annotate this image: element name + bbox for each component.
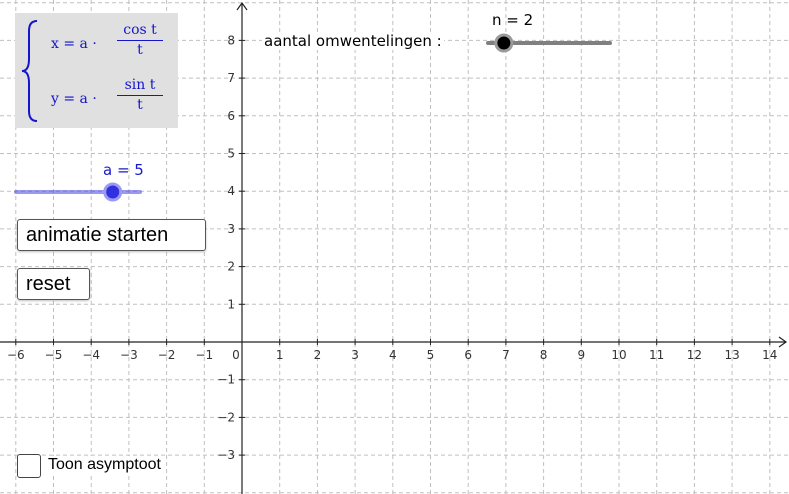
x-axis-arrow-icon <box>778 336 788 348</box>
y-fraction: sin t t <box>117 77 163 114</box>
x-tick-label: 11 <box>649 348 664 362</box>
x-tick-label: 2 <box>314 348 322 362</box>
slider-n[interactable] <box>482 31 618 55</box>
x-tick-label: −1 <box>195 348 213 362</box>
x-tick-label: 9 <box>577 348 585 362</box>
x-tick-label: 12 <box>687 348 702 362</box>
y-tick-label: 5 <box>227 147 235 161</box>
x-tick-label: −6 <box>7 348 25 362</box>
y-tick-label: 6 <box>227 109 235 123</box>
x-tick-label: 7 <box>502 348 510 362</box>
show-asymptote-label: Toon asymptoot <box>48 456 161 474</box>
x-tick-label: 0 <box>232 348 240 362</box>
x-tick-label: −2 <box>158 348 176 362</box>
x-tick-label: 10 <box>611 348 626 362</box>
x-tick-label: 13 <box>724 348 739 362</box>
slider-a-handle[interactable] <box>103 182 123 202</box>
x-tick-label: 1 <box>276 348 284 362</box>
x-tick-label: 8 <box>540 348 548 362</box>
y-denominator: t <box>137 97 143 113</box>
start-animation-button[interactable]: animatie starten <box>17 219 206 251</box>
omwentelingen-label: aantal omwentelingen : <box>262 32 444 50</box>
y-tick-label: −2 <box>217 410 235 424</box>
y-axis-ticks: −3 −2 −1 1 2 3 4 5 6 7 8 <box>217 33 245 462</box>
y-tick-label: 8 <box>227 33 235 47</box>
y-tick-label: 7 <box>227 71 235 85</box>
formula-box: x = a · cos t t y = a · sin t t <box>15 13 178 128</box>
y-tick-label: 3 <box>227 222 235 236</box>
y-tick-label: 2 <box>227 260 235 274</box>
slider-n-label: n = 2 <box>492 11 534 29</box>
x-denominator: t <box>137 42 143 58</box>
slider-a[interactable] <box>10 180 150 204</box>
y-tick-label: −1 <box>217 373 235 387</box>
x-tick-label: 3 <box>351 348 359 362</box>
x-equation-lhs: x = a · <box>51 36 97 52</box>
x-tick-label: −4 <box>82 348 100 362</box>
brace-icon <box>21 20 38 122</box>
y-equation-lhs: y = a · <box>51 91 97 107</box>
x-tick-label: −5 <box>45 348 63 362</box>
x-axis-ticks: −6 −5 −4 −3 −2 −1 0 1 2 3 4 5 6 7 8 9 10 11 12 13 14 <box>7 339 777 362</box>
reset-button[interactable]: reset <box>17 268 90 300</box>
slider-n-handle[interactable] <box>494 33 514 53</box>
show-asymptote-checkbox[interactable] <box>17 454 41 478</box>
x-tick-label: −3 <box>120 348 138 362</box>
x-fraction: cos t t <box>117 22 163 59</box>
x-tick-label: 5 <box>427 348 435 362</box>
x-tick-label: 6 <box>464 348 472 362</box>
x-numerator: cos t <box>117 22 163 41</box>
y-tick-label: 1 <box>227 297 235 311</box>
y-numerator: sin t <box>117 77 163 96</box>
slider-a-label: a = 5 <box>103 161 144 179</box>
y-axis-arrow-icon <box>236 1 248 11</box>
y-tick-label: 4 <box>227 184 235 198</box>
x-tick-label: 14 <box>762 348 777 362</box>
x-tick-label: 4 <box>389 348 397 362</box>
y-tick-label: −3 <box>217 448 235 462</box>
